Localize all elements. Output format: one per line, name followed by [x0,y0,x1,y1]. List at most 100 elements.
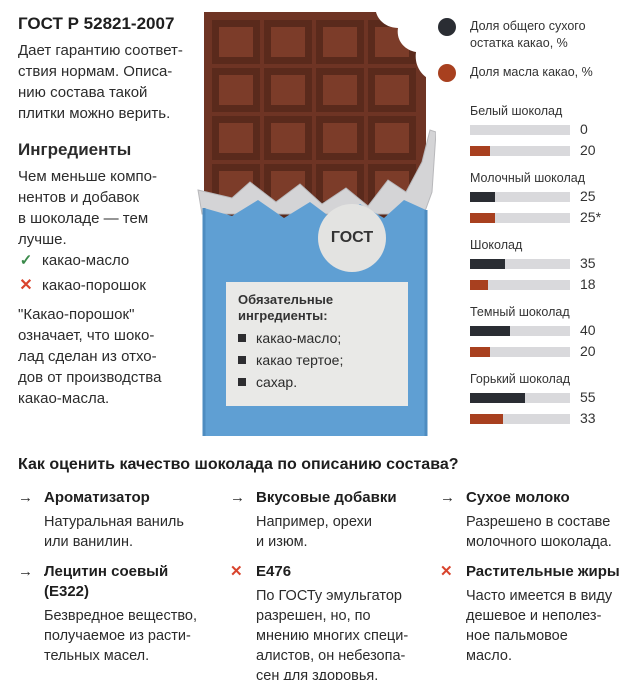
tip-body: Часто имеется в виду дешевое и неполез-но… [466,586,640,666]
quality-tip: → Ароматизатор Натуральная ваниль или ванил… [18,488,218,552]
bar-value-label: 25 [580,188,596,204]
ingredient-good-label: какао-масло [42,251,130,269]
tip-heading-line: E476 [256,563,292,580]
ingredient-bad-label: какао-порошок [42,276,146,294]
required-item: какао-масло; [238,330,396,346]
legend-swatch-butter [438,64,456,82]
tip-body-line: Натуральная ваниль [44,514,184,530]
gost-desc-line: плитки можно верить. [18,105,171,122]
bar-track [470,259,570,269]
chocolate-tile-face [271,75,305,105]
chocolate-tile-face [323,27,357,57]
bar-track [470,393,570,403]
tip-body-line: тельных масел. [44,648,150,664]
category-label: Шоколад [470,238,523,252]
foil-wrap [197,129,436,215]
required-item-label: какао тертое; [256,352,344,368]
tip-heading-text: Вкусовые добавки [256,488,397,508]
tip-body-line: Разрешено в составе [466,514,611,530]
tip-body-line: получаемое из расти- [44,628,191,644]
tip-body: Например, орехи и изюм. [256,512,430,552]
ingredients-desc-line: лучше. [18,231,67,248]
tip-body-line: масло. [466,648,512,664]
ingredient-bad: ✕ какао-порошок [18,275,146,295]
required-ingredients-title: Обязательные ингредиенты: [238,292,396,324]
category-label: Молочный шоколад [470,171,586,185]
bar-value-label: 18 [580,276,596,292]
cross-icon: ✕ [19,277,33,294]
quality-tip: → Сухое молоко Разрешено в составе молочног… [440,488,640,552]
bar-track [470,326,570,336]
chocolate-tile-face [323,123,357,153]
quality-tip: ✕ E476 По ГОСТу эмульгатор разрешен, но, по… [230,562,430,680]
tip-body-line: Часто имеется в виду [466,588,613,604]
tip-heading-line: Растительные жиры [466,563,620,580]
tip-body-line: мнению многих специ- [256,628,409,644]
bar-cocoa-butter [470,414,503,424]
chocolate-tile-face [375,123,409,153]
bar-track [470,280,570,290]
tip-body-line: дешевое и неполез- [466,608,602,624]
legend-label-butter: Доля масла какао, % [470,65,593,79]
gost-badge: ГОСТ [318,204,386,272]
tip-body-line: или ванилин. [44,534,133,550]
bar-track [470,125,570,135]
legend-line: Доля общего сухого [470,19,586,33]
tip-heading: → Вкусовые добавки [230,488,430,508]
tip-heading: ✕ E476 [230,562,430,582]
bar-track [470,192,570,202]
tip-heading-text: Ароматизатор [44,488,150,508]
tip-heading-line: Вкусовые добавки [256,489,397,506]
required-item: какао тертое; [238,352,396,368]
arrow-right-icon: → [18,563,33,580]
cross-icon: ✕ [440,563,453,580]
bar-value-label: 55 [580,389,596,405]
legend-line: остатка какао, % [470,36,568,50]
arrow-right-icon: → [18,489,33,506]
square-bullet-icon [238,378,246,386]
category-label: Горький шоколад [470,372,571,386]
tip-body-line: сен для здоровья. [256,668,379,680]
bar-dry-cocoa [470,393,525,403]
chocolate-tile-face [375,75,409,105]
bar-value-label: 20 [580,343,596,359]
cocoa-powder-note: "Какао-порошок" означает, что шоко- лад … [18,304,198,409]
ingredients-description: Чем меньше компо- нентов и добавок в шок… [18,166,198,250]
bar-value-label: 0 [580,121,588,137]
tip-body-line: разрешен, но, по [256,608,371,624]
bar-cocoa-butter [470,146,490,156]
bar-track [470,213,570,223]
square-bullet-icon [238,356,246,364]
bar-value-label: 35 [580,255,596,271]
tip-heading-line: (E322) [44,583,90,600]
bar-track [470,347,570,357]
tip-heading: ✕ Растительные жиры [440,562,640,582]
tip-body-line: Например, орехи [256,514,372,530]
quality-tip: → Вкусовые добавки Например, орехи и изюм. [230,488,430,552]
gost-desc-line: Дает гарантию соответ- [18,42,183,59]
required-title-line: Обязательные [238,292,334,307]
check-icon: ✓ [19,252,33,269]
tip-body: По ГОСТу эмульгатор разрешен, но, по мнени… [256,586,430,680]
note-line: дов от производства [18,369,162,386]
bar-value-label: 25* [580,209,602,225]
note-line: означает, что шоко- [18,327,155,344]
ingredient-good: ✓ какао-масло [18,251,130,270]
cross-icon: ✕ [230,563,243,580]
bar-value-label: 40 [580,322,596,338]
note-line: лад сделан из отхо- [18,348,157,365]
ingredients-desc-line: в шоколаде — тем [18,210,149,227]
note-line: какао-масла. [18,390,110,407]
gost-title: ГОСТ Р 52821-2007 [18,14,175,33]
gost-desc-line: ствия нормам. Описа- [18,63,173,80]
tip-body-line: и изюм. [256,534,308,550]
tip-heading-line: Сухое молоко [466,489,570,506]
category-label: Темный шоколад [470,305,570,319]
bar-dry-cocoa [470,192,495,202]
chocolate-tile-face [219,123,253,153]
required-title-line: ингредиенты: [238,308,328,323]
required-item-label: сахар. [256,374,298,390]
quality-title: Как оценить качество шоколада по описани… [18,456,459,473]
chocolate-tile-face [271,123,305,153]
tip-heading-text: Растительные жиры [466,562,620,582]
